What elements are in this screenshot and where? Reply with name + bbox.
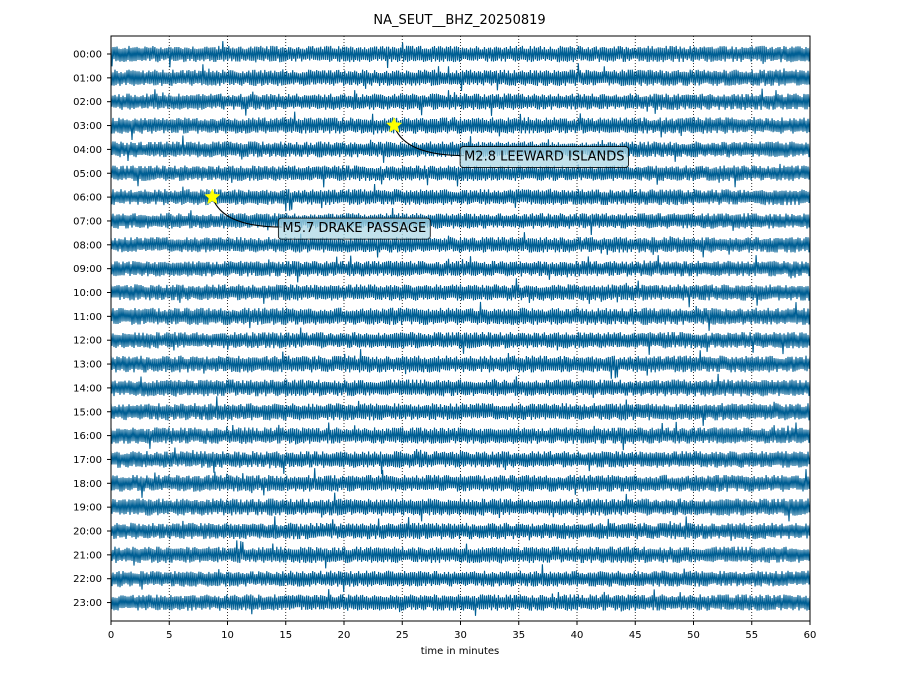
x-tick-label: 40 — [571, 630, 584, 641]
y-tick-label: 22:00 — [73, 574, 102, 585]
x-axis-label: time in minutes — [421, 646, 500, 657]
y-tick-label: 20:00 — [73, 527, 102, 538]
x-tick-label: 60 — [804, 630, 817, 641]
trace-line — [110, 88, 811, 116]
trace-line — [110, 63, 811, 92]
y-tick-label: 14:00 — [73, 383, 102, 394]
y-tick-label: 01:00 — [73, 73, 102, 84]
y-tick-label: 10:00 — [73, 288, 102, 299]
event-label: M2.8 LEEWARD ISLANDS — [464, 150, 624, 165]
trace-line — [110, 163, 811, 188]
trace-line — [110, 540, 811, 569]
event-star-icon — [204, 188, 221, 205]
x-tick-label: 25 — [396, 630, 409, 641]
x-tick-label: 50 — [687, 630, 700, 641]
y-tick-label: 11:00 — [73, 312, 102, 323]
trace-line — [110, 301, 811, 331]
y-tick-label: 19:00 — [73, 503, 102, 514]
x-tick-label: 15 — [279, 630, 292, 641]
x-axis: 0 5 10 15 20 25 30 35 40 45 50 55 60 — [108, 621, 817, 641]
plot-frame — [110, 35, 811, 622]
trace-line — [110, 564, 811, 593]
y-tick-label: 23:00 — [73, 598, 102, 609]
y-tick-label: 02:00 — [73, 97, 102, 108]
trace-line — [110, 278, 811, 308]
trace-line — [110, 468, 811, 498]
trace-layer — [110, 41, 811, 616]
x-tick-label: 45 — [629, 630, 642, 641]
y-tick-label: 03:00 — [73, 121, 102, 132]
trace-line — [110, 373, 811, 398]
trace-line — [110, 232, 811, 258]
trace-line — [110, 447, 811, 475]
y-tick-label: 07:00 — [73, 216, 102, 227]
y-tick-label: 18:00 — [73, 479, 102, 490]
x-tick-label: 20 — [338, 630, 351, 641]
trace-line — [110, 111, 811, 141]
trace-line — [110, 41, 811, 69]
trace-line — [110, 135, 811, 163]
y-tick-label: 17:00 — [73, 455, 102, 466]
event-annotations: M2.8 LEEWARD ISLANDS M5.7 DRAKE PASSAGE — [204, 116, 629, 240]
trace-line — [110, 327, 811, 355]
trace-line — [110, 349, 811, 379]
trace-line — [110, 183, 811, 212]
y-tick-label: 00:00 — [73, 50, 102, 61]
x-tick-label: 0 — [108, 630, 114, 641]
y-tick-label: 21:00 — [73, 550, 102, 561]
y-tick-label: 08:00 — [73, 240, 102, 251]
trace-line — [110, 492, 811, 522]
y-axis: 00:00 01:00 02:00 03:00 04:00 05:00 06:00 07:00… — [73, 50, 111, 609]
y-tick-label: 16:00 — [73, 431, 102, 442]
x-tick-label: 5 — [166, 630, 172, 641]
event-star-icon — [385, 116, 403, 133]
trace-line — [110, 396, 811, 426]
event-label-box — [459, 146, 629, 168]
trace-line — [110, 255, 811, 283]
event-label-box — [277, 217, 431, 240]
y-tick-label: 06:00 — [73, 193, 102, 204]
y-tick-label: 12:00 — [73, 336, 102, 347]
y-tick-label: 04:00 — [73, 145, 102, 156]
x-tick-label: 30 — [454, 630, 467, 641]
y-tick-label: 09:00 — [73, 264, 102, 275]
annotation-arrow — [393, 125, 465, 157]
y-tick-label: 13:00 — [73, 360, 102, 371]
trace-line — [110, 516, 811, 541]
trace-line — [110, 421, 811, 451]
trace-line — [110, 589, 811, 616]
annotation-arrow — [211, 196, 283, 228]
y-tick-label: 05:00 — [73, 169, 102, 180]
y-tick-label: 15:00 — [73, 407, 102, 418]
trace-line — [110, 207, 811, 236]
event-label: M5.7 DRAKE PASSAGE — [282, 221, 426, 236]
x-tick-label: 55 — [745, 630, 758, 641]
chart-title: NA_SEUT__BHZ_20250819 — [373, 13, 545, 28]
x-tick-label: 35 — [512, 630, 525, 641]
x-tick-label: 10 — [221, 630, 234, 641]
